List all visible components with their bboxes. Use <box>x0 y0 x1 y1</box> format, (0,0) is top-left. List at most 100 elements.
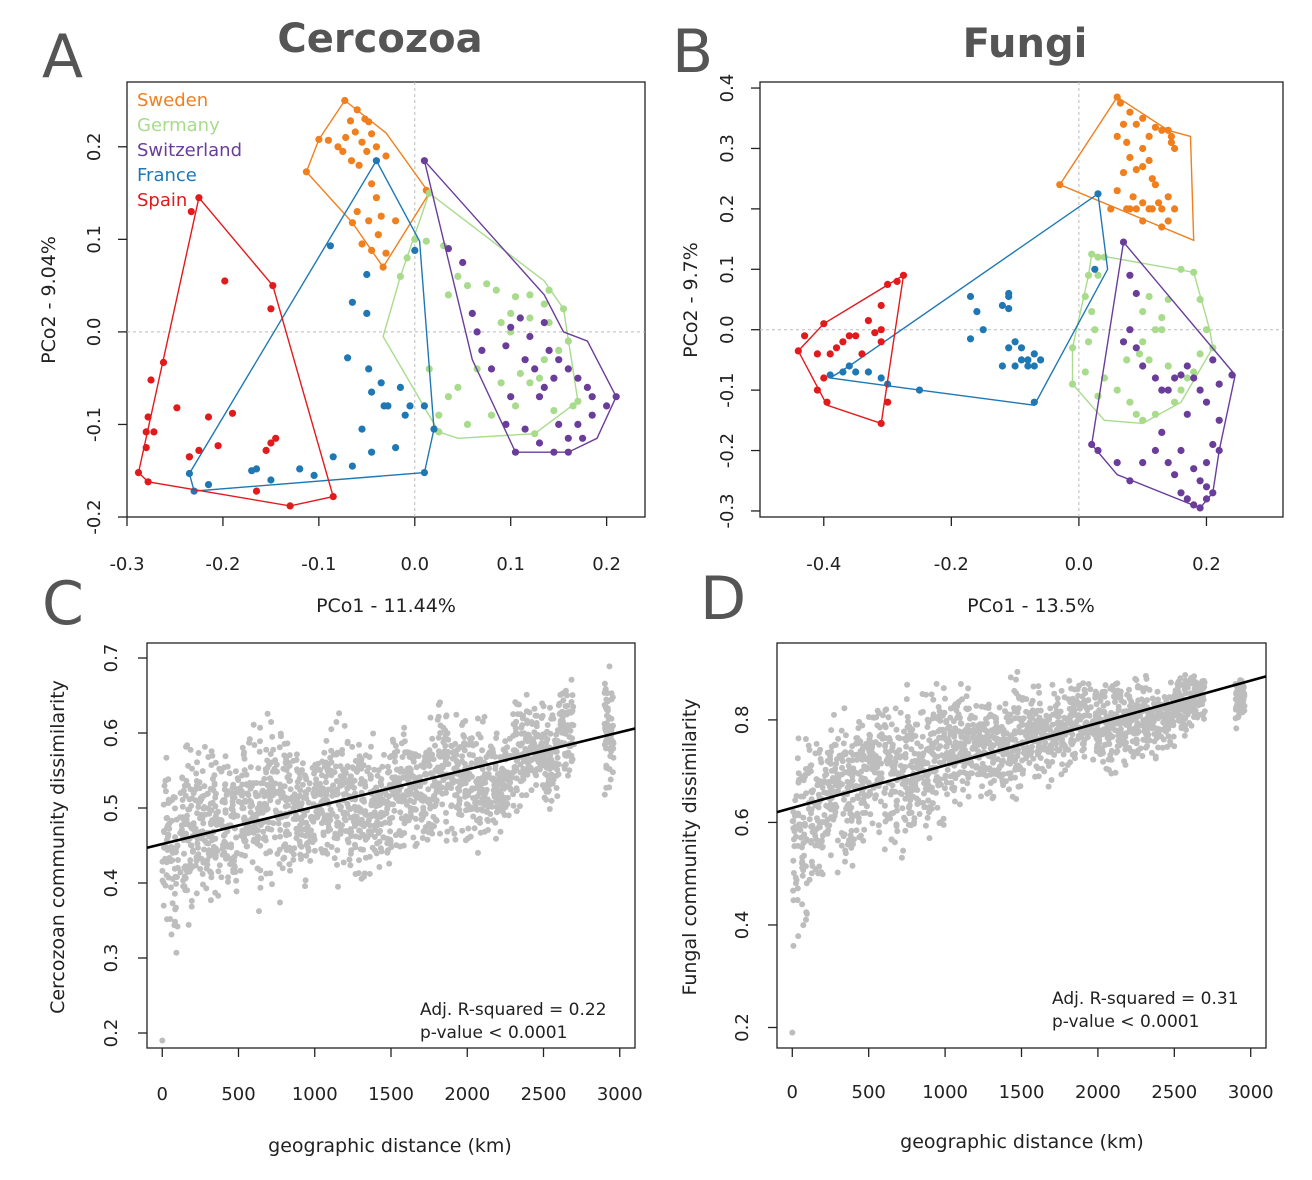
distance-point <box>934 804 941 811</box>
point-france <box>1005 305 1013 313</box>
distance-point <box>988 741 994 748</box>
distance-point <box>602 727 609 734</box>
distance-point <box>929 715 936 722</box>
distance-point <box>374 795 381 802</box>
point-germany <box>1196 350 1204 358</box>
distance-point <box>266 761 273 768</box>
distance-point <box>276 789 283 796</box>
distance-point <box>345 780 352 787</box>
distance-point <box>181 821 188 828</box>
panel-letter-d: D <box>700 564 746 634</box>
distance-point <box>1188 680 1195 687</box>
distance-point <box>1026 726 1033 733</box>
point-spain <box>142 428 150 436</box>
distance-point <box>198 811 205 818</box>
distance-plot-fungi: 0 500 1000 1500 2000 2500 30000.20.40.60.8geog… <box>679 642 1274 1153</box>
distance-point <box>1233 725 1240 732</box>
distance-point <box>951 798 958 805</box>
point-germany <box>411 235 419 243</box>
distance-point <box>414 775 421 781</box>
distance-point <box>882 741 889 748</box>
distance-point <box>242 852 248 859</box>
distance-point <box>328 759 335 766</box>
distance-point <box>827 753 834 760</box>
distance-point <box>568 721 575 728</box>
distance-point <box>1159 744 1166 751</box>
point-spain <box>794 347 802 355</box>
point-switzerland <box>1171 471 1179 479</box>
point-switzerland <box>1139 362 1147 370</box>
point-france <box>365 365 373 373</box>
distance-point <box>928 691 935 698</box>
distance-point <box>912 758 919 765</box>
distance-point <box>801 820 808 827</box>
distance-point <box>822 772 828 779</box>
distance-point <box>277 833 284 840</box>
distance-point <box>169 876 176 882</box>
distance-point <box>900 847 907 854</box>
distance-point <box>257 724 264 731</box>
distance-point <box>212 803 219 810</box>
distance-point <box>885 714 892 721</box>
distance-point <box>215 808 221 815</box>
distance-point <box>487 743 494 750</box>
distance-point <box>275 799 281 805</box>
distance-point <box>180 831 187 837</box>
x-tick-label: 1500 <box>999 1082 1045 1103</box>
y-tick-label: 0.2 <box>732 1013 753 1042</box>
distance-point <box>952 775 959 782</box>
distance-point-cloud <box>159 663 617 956</box>
distance-point <box>1035 744 1042 750</box>
point-sweden <box>324 136 332 144</box>
y-tick-label: 0.4 <box>732 911 753 940</box>
point-spain <box>267 305 275 313</box>
point-sweden <box>1164 217 1172 225</box>
distance-point <box>207 785 214 792</box>
point-switzerland <box>1202 459 1211 467</box>
distance-point <box>790 818 797 824</box>
distance-point <box>204 790 211 797</box>
distance-point <box>199 871 206 877</box>
distance-point <box>187 857 194 864</box>
distance-point <box>793 793 800 799</box>
distance-point <box>1134 721 1141 728</box>
point-germany <box>1164 295 1172 304</box>
point-switzerland <box>555 356 563 364</box>
distance-point <box>961 741 968 748</box>
distance-point <box>305 786 312 793</box>
distance-point <box>1014 668 1021 675</box>
distance-point <box>160 902 167 909</box>
distance-point <box>192 797 199 804</box>
distance-point <box>499 808 506 815</box>
distance-point <box>844 817 851 824</box>
point-switzerland <box>1151 446 1159 455</box>
distance-point <box>1035 773 1042 780</box>
distance-point <box>307 857 314 864</box>
distance-point <box>199 835 206 842</box>
point-switzerland <box>511 448 520 456</box>
x-axis-label: PCo1 - 13.5% <box>967 595 1095 617</box>
distance-point <box>462 718 469 724</box>
distance-point <box>800 814 807 821</box>
distance-point <box>889 782 896 789</box>
distance-point <box>907 727 914 734</box>
distance-point <box>936 759 943 766</box>
point-germany <box>1084 338 1093 346</box>
point-germany <box>454 272 462 280</box>
distance-point <box>565 749 572 756</box>
distance-point <box>937 717 944 724</box>
point-france <box>296 465 304 473</box>
distance-point <box>1113 694 1120 701</box>
point-sweden <box>1158 126 1166 134</box>
distance-point <box>442 727 449 734</box>
distance-point <box>294 766 300 773</box>
point-france <box>310 471 318 479</box>
distance-point <box>924 814 931 821</box>
point-germany <box>545 286 553 294</box>
distance-point <box>943 719 950 726</box>
distance-point <box>1064 762 1071 768</box>
distance-point <box>861 765 868 772</box>
point-sweden <box>368 246 376 254</box>
distance-point <box>885 752 892 759</box>
distance-point <box>487 799 494 806</box>
